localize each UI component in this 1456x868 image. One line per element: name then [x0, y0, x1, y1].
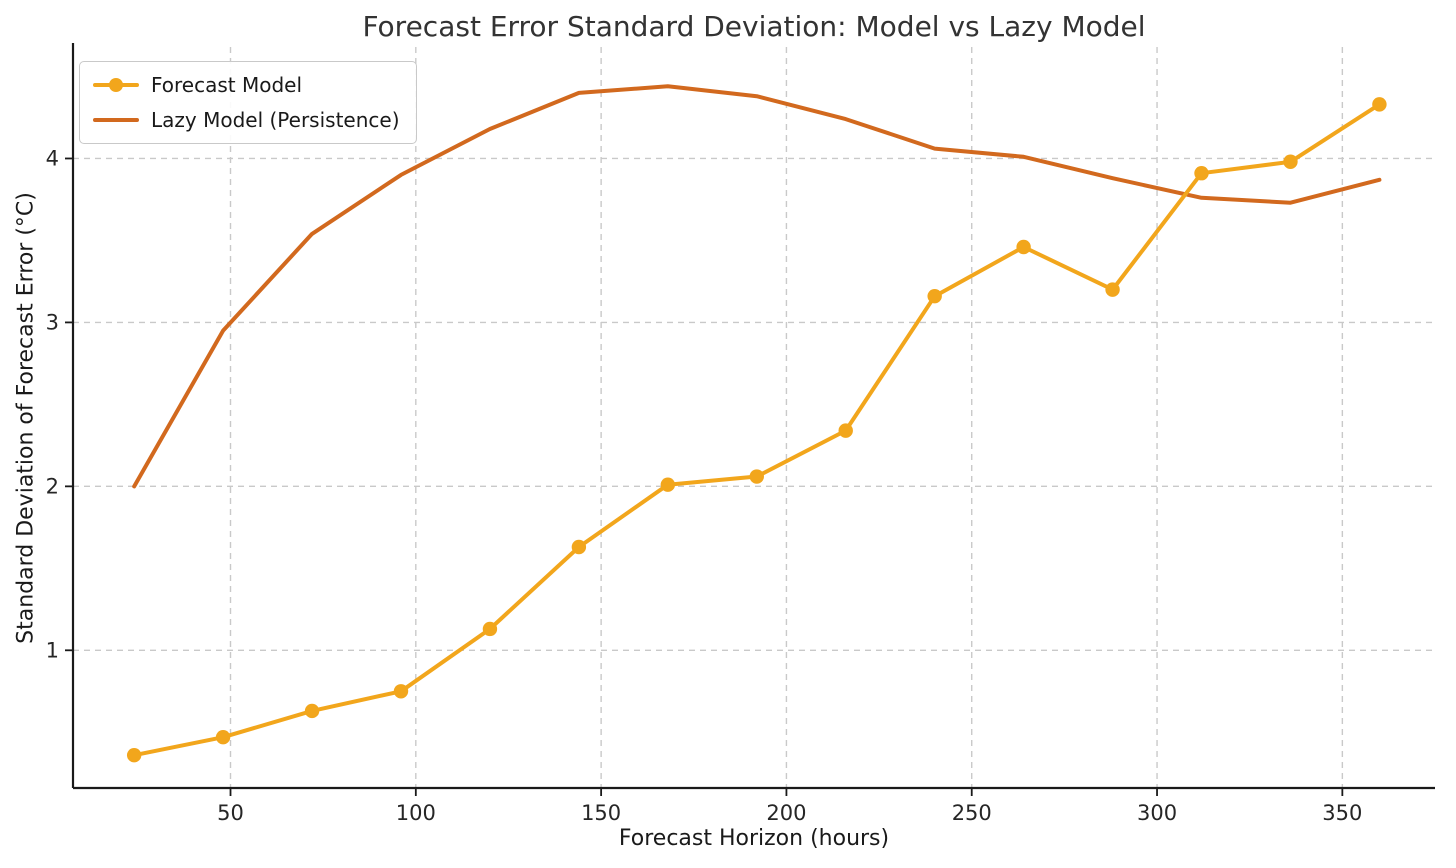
x-tick-label: 350	[1322, 801, 1362, 825]
legend-item-forecast-model: Forecast Model	[93, 71, 400, 99]
y-axis-label: Standard Deviation of Forecast Error (°C…	[13, 192, 39, 644]
data-point-marker	[749, 469, 764, 484]
series-line-forecast-model	[132, 102, 1382, 758]
x-tick-label: 100	[396, 801, 436, 825]
legend-label: Lazy Model (Persistence)	[151, 108, 400, 132]
x-tick-label: 150	[581, 801, 621, 825]
data-point-marker	[927, 288, 942, 304]
x-tick-label: 250	[952, 801, 992, 825]
data-point-marker	[660, 477, 676, 492]
y-tick-label: 2	[46, 474, 59, 498]
data-point-marker	[126, 748, 142, 763]
x-tick-label: 200	[766, 801, 806, 825]
x-tick-label: 50	[217, 801, 244, 825]
data-point-marker	[1283, 154, 1298, 169]
data-point-marker	[1372, 97, 1387, 112]
x-axis-label: Forecast Horizon (hours)	[618, 826, 890, 851]
data-point-marker	[393, 684, 409, 699]
chart-title: Forecast Error Standard Deviation: Model…	[362, 10, 1146, 43]
legend-label: Forecast Model	[151, 73, 303, 97]
data-point-marker	[215, 729, 231, 745]
legend: Forecast Model Lazy Model (Persistence)	[79, 61, 417, 144]
x-tick-label: 300	[1137, 801, 1177, 825]
data-point-marker	[1016, 239, 1031, 255]
series-line-lazy-model-persistence	[132, 84, 1382, 489]
y-tick-label: 4	[46, 146, 59, 170]
legend-item-lazy-model: Lazy Model (Persistence)	[93, 106, 400, 134]
data-point-marker	[571, 539, 587, 555]
y-tick-label: 1	[46, 638, 59, 662]
legend-line-with-marker-icon	[93, 71, 139, 99]
data-point-marker	[1194, 166, 1209, 181]
data-point-marker	[482, 621, 498, 637]
data-point-marker	[838, 423, 853, 438]
data-point-marker	[304, 703, 320, 719]
y-tick-label: 3	[46, 310, 59, 334]
legend-line-icon	[93, 106, 139, 134]
data-point-marker	[1105, 282, 1120, 297]
